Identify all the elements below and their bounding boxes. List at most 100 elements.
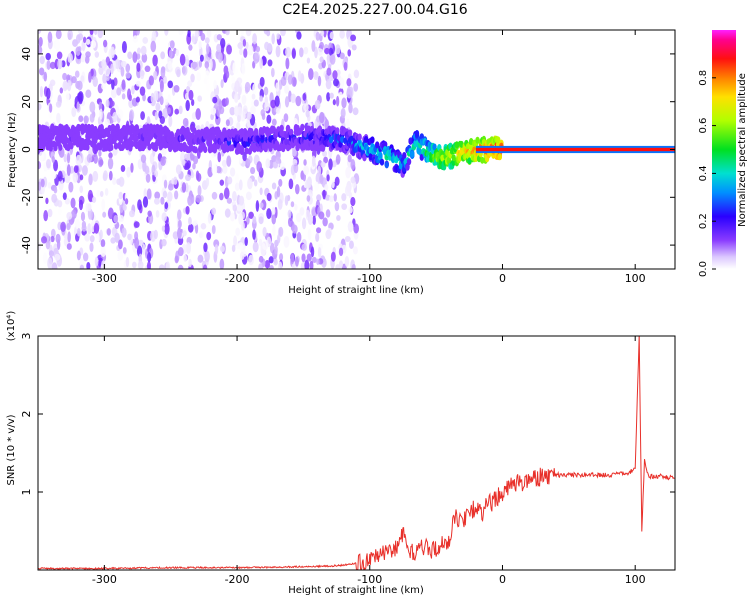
- noise-speckle: [232, 191, 237, 202]
- noise-speckle: [215, 166, 222, 174]
- noise-speckle: [100, 246, 106, 257]
- noise-speckle: [139, 69, 145, 80]
- noise-speckle: [313, 70, 319, 81]
- signal-cell: [317, 125, 323, 133]
- noise-speckle: [241, 63, 246, 75]
- signal-cell: [244, 147, 249, 155]
- noise-speckle: [165, 261, 171, 269]
- noise-speckle: [350, 176, 356, 184]
- noise-speckle: [244, 237, 248, 247]
- noise-speckle: [99, 229, 103, 240]
- noise-speckle: [326, 92, 331, 102]
- noise-speckle: [41, 236, 47, 244]
- x-tick-label: 100: [625, 272, 646, 285]
- noise-speckle: [45, 52, 51, 61]
- noise-speckle: [187, 194, 193, 207]
- noise-speckle: [203, 77, 208, 85]
- noise-speckle: [77, 80, 83, 91]
- noise-speckle: [178, 105, 183, 115]
- signal-cell: [191, 126, 197, 134]
- signal-cell: [253, 127, 259, 135]
- noise-speckle: [279, 253, 284, 262]
- noise-speckle: [89, 242, 94, 252]
- noise-speckle: [263, 30, 269, 35]
- noise-speckle: [87, 189, 93, 202]
- noise-speckle: [283, 235, 290, 248]
- noise-speckle: [210, 107, 217, 116]
- noise-speckle: [217, 151, 222, 163]
- noise-speckle: [142, 243, 146, 256]
- noise-speckle: [239, 48, 243, 56]
- noise-speckle: [86, 153, 93, 163]
- noise-speckle: [184, 58, 190, 67]
- noise-speckle: [275, 107, 281, 115]
- noise-speckle: [202, 264, 208, 269]
- noise-speckle: [98, 66, 104, 75]
- noise-speckle: [232, 204, 238, 212]
- noise-speckle: [221, 159, 228, 167]
- noise-speckle: [194, 30, 200, 38]
- noise-speckle: [258, 263, 263, 269]
- noise-speckle: [102, 73, 107, 84]
- noise-speckle: [101, 198, 106, 211]
- colorbar-tick-label: 0.8: [698, 70, 709, 86]
- noise-speckle: [58, 178, 64, 191]
- noise-speckle: [118, 214, 125, 222]
- x-tick-label: -100: [357, 272, 382, 285]
- noise-speckle: [51, 171, 57, 180]
- noise-speckle: [184, 162, 190, 171]
- noise-speckle: [216, 43, 222, 53]
- noise-speckle: [125, 256, 130, 268]
- noise-speckle: [317, 75, 322, 87]
- noise-speckle: [48, 250, 54, 257]
- noise-speckle: [326, 67, 332, 76]
- noise-speckle: [187, 223, 194, 233]
- noise-speckle: [322, 150, 328, 157]
- noise-speckle: [323, 156, 329, 164]
- noise-speckle: [224, 208, 231, 218]
- noise-speckle: [132, 51, 138, 63]
- noise-speckle: [292, 147, 297, 157]
- noise-speckle: [55, 233, 61, 244]
- noise-speckle: [233, 235, 238, 247]
- noise-speckle: [340, 107, 346, 119]
- signal-cell: [402, 151, 407, 159]
- noise-speckle: [55, 100, 62, 108]
- noise-speckle: [103, 170, 108, 181]
- noise-speckle: [320, 30, 325, 37]
- noise-speckle: [316, 258, 320, 265]
- y-tick-label: 1: [20, 489, 33, 496]
- noise-speckle: [303, 103, 309, 112]
- snr-x-axis: -300 -200 -100 0 100: [92, 336, 646, 586]
- noise-speckle: [262, 226, 267, 237]
- signal-cell: [480, 156, 485, 164]
- noise-speckle: [178, 30, 184, 36]
- signal-cell: [379, 158, 385, 166]
- noise-speckle: [265, 158, 271, 169]
- noise-speckle: [161, 238, 167, 247]
- noise-speckle: [80, 211, 86, 222]
- noise-speckle: [333, 193, 337, 202]
- noise-speckle: [250, 166, 256, 175]
- noise-speckle: [263, 86, 269, 96]
- noise-speckle: [275, 156, 281, 164]
- noise-speckle: [322, 189, 326, 200]
- noise-speckle: [205, 43, 210, 55]
- signal-cell: [454, 141, 460, 149]
- noise-speckle: [271, 33, 275, 45]
- noise-speckle: [271, 207, 276, 216]
- noise-speckle: [99, 108, 103, 120]
- noise-speckle: [262, 241, 269, 251]
- noise-speckle: [199, 54, 204, 62]
- noise-speckle: [255, 45, 261, 53]
- noise-speckle: [283, 113, 289, 123]
- noise-speckle: [126, 166, 131, 178]
- noise-speckle: [291, 48, 296, 59]
- noise-speckle: [239, 251, 245, 260]
- noise-speckle: [347, 49, 352, 57]
- noise-speckle: [268, 265, 274, 269]
- noise-speckle: [46, 158, 51, 169]
- noise-speckle: [192, 61, 198, 68]
- noise-speckle: [334, 201, 340, 212]
- noise-speckle: [172, 231, 179, 240]
